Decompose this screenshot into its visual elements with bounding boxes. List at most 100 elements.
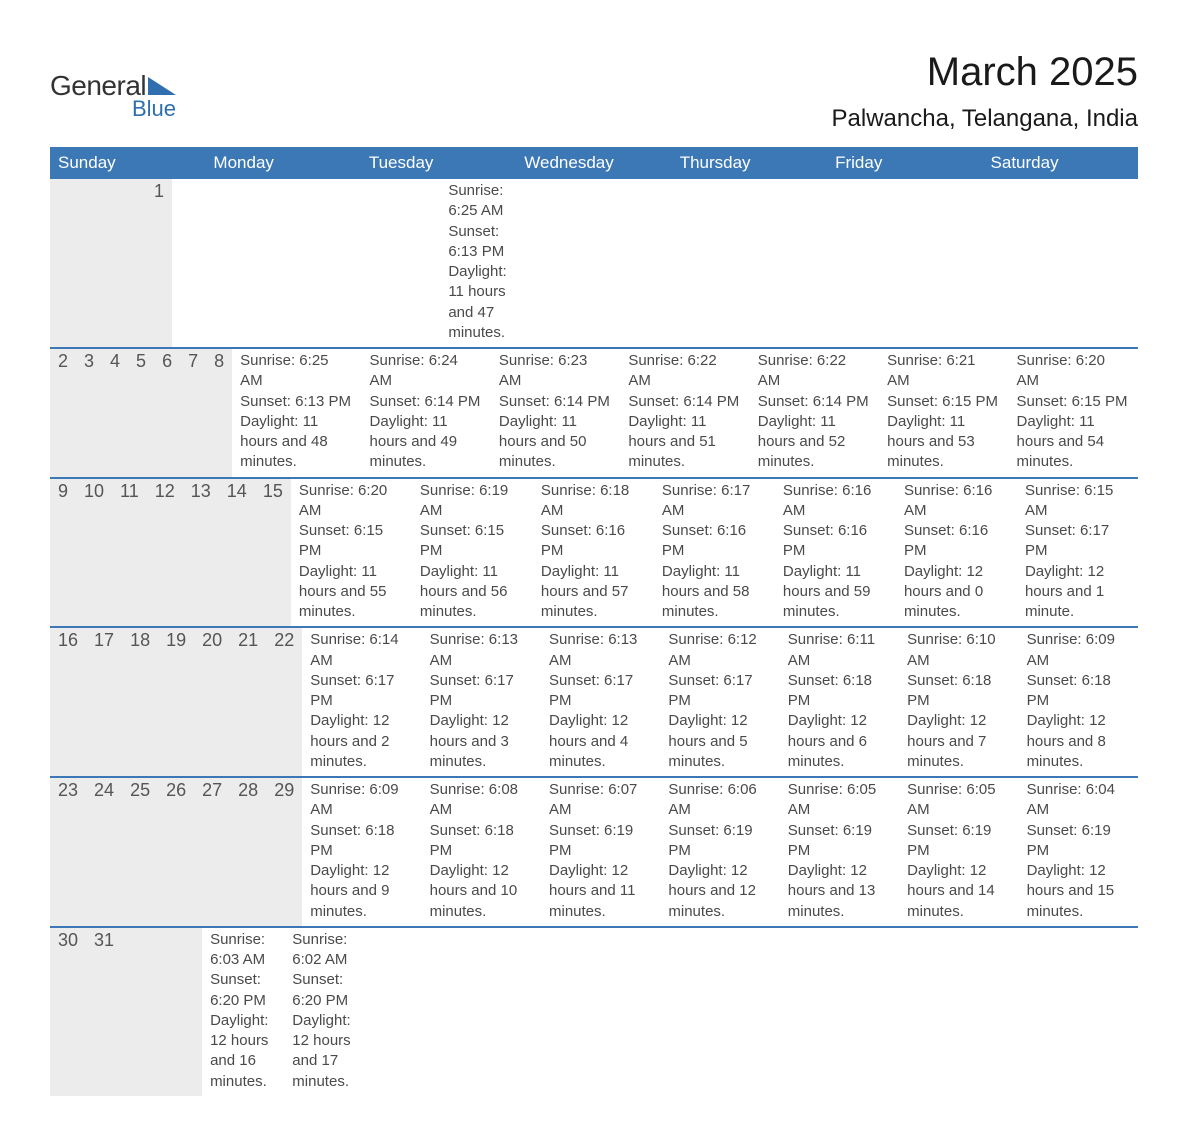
- day-number: 19: [158, 628, 194, 776]
- daylight-text: Daylight: 12 hours and 7 minutes.: [907, 711, 1010, 772]
- sunrise-text: Sunrise: 6:05 AM: [907, 780, 1010, 821]
- header: General Blue March 2025 Palwancha, Telan…: [50, 50, 1138, 133]
- logo-triangle-icon: [148, 75, 176, 95]
- daylight-text: Daylight: 11 hours and 52 minutes.: [758, 412, 871, 473]
- day-number: [154, 928, 170, 1096]
- month-title: March 2025: [832, 50, 1138, 95]
- daylight-text: Daylight: 11 hours and 58 minutes.: [662, 562, 767, 623]
- week-row: 2345678Sunrise: 6:25 AMSunset: 6:13 PMDa…: [50, 347, 1138, 477]
- sunset-text: Sunset: 6:16 PM: [541, 521, 646, 562]
- day-details: Sunrise: 6:05 AMSunset: 6:19 PMDaylight:…: [899, 778, 1018, 926]
- day-details: Sunrise: 6:19 AMSunset: 6:15 PMDaylight:…: [412, 479, 533, 627]
- day-details: Sunrise: 6:03 AMSunset: 6:20 PMDaylight:…: [202, 928, 284, 1096]
- sunset-text: Sunset: 6:17 PM: [549, 671, 652, 712]
- daylight-text: Daylight: 11 hours and 53 minutes.: [887, 412, 1000, 473]
- day-details: [396, 179, 441, 347]
- sunrise-text: Sunrise: 6:17 AM: [662, 481, 767, 522]
- day-number-row: 23242526272829: [50, 778, 302, 926]
- sunrise-text: Sunrise: 6:25 AM: [448, 181, 506, 222]
- sunset-text: Sunset: 6:18 PM: [907, 671, 1010, 712]
- sunset-text: Sunset: 6:14 PM: [370, 392, 483, 412]
- day-details: Sunrise: 6:16 AMSunset: 6:16 PMDaylight:…: [775, 479, 896, 627]
- sunrise-text: Sunrise: 6:18 AM: [541, 481, 646, 522]
- daylight-text: Daylight: 12 hours and 6 minutes.: [788, 711, 891, 772]
- day-details: Sunrise: 6:09 AMSunset: 6:18 PMDaylight:…: [302, 778, 421, 926]
- sunrise-text: Sunrise: 6:13 AM: [549, 630, 652, 671]
- day-details: Sunrise: 6:20 AMSunset: 6:15 PMDaylight:…: [1009, 349, 1138, 477]
- day-details: [695, 928, 777, 1096]
- sunset-text: Sunset: 6:17 PM: [430, 671, 533, 712]
- day-number: 10: [76, 479, 112, 627]
- logo: General Blue: [50, 70, 176, 122]
- day-details: Sunrise: 6:13 AMSunset: 6:17 PMDaylight:…: [541, 628, 660, 776]
- day-number: 9: [50, 479, 76, 627]
- sunset-text: Sunset: 6:16 PM: [783, 521, 888, 562]
- day-details: Sunrise: 6:25 AMSunset: 6:13 PMDaylight:…: [440, 179, 514, 347]
- day-details: Sunrise: 6:17 AMSunset: 6:16 PMDaylight:…: [654, 479, 775, 627]
- day-details: Sunrise: 6:10 AMSunset: 6:18 PMDaylight:…: [899, 628, 1018, 776]
- daylight-text: Daylight: 11 hours and 54 minutes.: [1017, 412, 1130, 473]
- sunset-text: Sunset: 6:20 PM: [210, 970, 276, 1011]
- sunrise-text: Sunrise: 6:25 AM: [240, 351, 353, 392]
- day-details: Sunrise: 6:06 AMSunset: 6:19 PMDaylight:…: [660, 778, 779, 926]
- day-number: [50, 179, 66, 347]
- day-number: 24: [86, 778, 122, 926]
- day-header-sat: Saturday: [983, 147, 1138, 179]
- day-number: 4: [102, 349, 128, 477]
- day-details: [531, 928, 613, 1096]
- details-row: Sunrise: 6:25 AMSunset: 6:13 PMDaylight:…: [172, 179, 515, 347]
- sunrise-text: Sunrise: 6:23 AM: [499, 351, 612, 392]
- details-row: Sunrise: 6:03 AMSunset: 6:20 PMDaylight:…: [202, 928, 778, 1096]
- day-details: Sunrise: 6:13 AMSunset: 6:17 PMDaylight:…: [422, 628, 541, 776]
- day-details: [306, 179, 351, 347]
- week-row: 16171819202122Sunrise: 6:14 AMSunset: 6:…: [50, 626, 1138, 776]
- day-header-wed: Wednesday: [516, 147, 671, 179]
- day-details: [172, 179, 217, 347]
- sunrise-text: Sunrise: 6:16 AM: [904, 481, 1009, 522]
- sunset-text: Sunset: 6:16 PM: [662, 521, 767, 562]
- day-details: Sunrise: 6:21 AMSunset: 6:15 PMDaylight:…: [879, 349, 1008, 477]
- day-details: Sunrise: 6:22 AMSunset: 6:14 PMDaylight:…: [750, 349, 879, 477]
- day-header-fri: Friday: [827, 147, 982, 179]
- daylight-text: Daylight: 12 hours and 15 minutes.: [1027, 861, 1130, 922]
- sunset-text: Sunset: 6:13 PM: [448, 222, 506, 263]
- day-number-row: 1: [50, 179, 172, 347]
- week-row: 9101112131415Sunrise: 6:20 AMSunset: 6:1…: [50, 477, 1138, 627]
- sunrise-text: Sunrise: 6:24 AM: [370, 351, 483, 392]
- day-number: 3: [76, 349, 102, 477]
- daylight-text: Daylight: 12 hours and 8 minutes.: [1027, 711, 1130, 772]
- day-number-row: 16171819202122: [50, 628, 302, 776]
- day-number: 22: [266, 628, 302, 776]
- day-number: [170, 928, 186, 1096]
- title-block: March 2025 Palwancha, Telangana, India: [832, 50, 1138, 133]
- daylight-text: Daylight: 11 hours and 56 minutes.: [420, 562, 525, 623]
- week-row: 3031Sunrise: 6:03 AMSunset: 6:20 PMDayli…: [50, 926, 1138, 1096]
- daylight-text: Daylight: 11 hours and 48 minutes.: [240, 412, 353, 473]
- day-number: 15: [255, 479, 291, 627]
- day-number: 20: [194, 628, 230, 776]
- details-row: Sunrise: 6:20 AMSunset: 6:15 PMDaylight:…: [291, 479, 1138, 627]
- day-headers-row: Sunday Monday Tuesday Wednesday Thursday…: [50, 147, 1138, 179]
- calendar: Sunday Monday Tuesday Wednesday Thursday…: [50, 147, 1138, 1096]
- daylight-text: Daylight: 11 hours and 47 minutes.: [448, 262, 506, 343]
- day-number: 17: [86, 628, 122, 776]
- day-number: [66, 179, 82, 347]
- logo-blue-text: Blue: [132, 96, 176, 122]
- daylight-text: Daylight: 12 hours and 11 minutes.: [549, 861, 652, 922]
- sunrise-text: Sunrise: 6:03 AM: [210, 930, 276, 971]
- sunset-text: Sunset: 6:15 PM: [420, 521, 525, 562]
- sunset-text: Sunset: 6:18 PM: [1027, 671, 1130, 712]
- sunset-text: Sunset: 6:17 PM: [1025, 521, 1130, 562]
- day-number: 26: [158, 778, 194, 926]
- sunrise-text: Sunrise: 6:13 AM: [430, 630, 533, 671]
- day-number: [114, 179, 130, 347]
- day-details: Sunrise: 6:24 AMSunset: 6:14 PMDaylight:…: [362, 349, 491, 477]
- week-row: 23242526272829Sunrise: 6:09 AMSunset: 6:…: [50, 776, 1138, 926]
- location: Palwancha, Telangana, India: [832, 105, 1138, 133]
- day-number-row: 3031: [50, 928, 202, 1096]
- day-number: 16: [50, 628, 86, 776]
- sunset-text: Sunset: 6:18 PM: [310, 821, 413, 862]
- day-header-tue: Tuesday: [361, 147, 516, 179]
- day-details: Sunrise: 6:07 AMSunset: 6:19 PMDaylight:…: [541, 778, 660, 926]
- day-number: 28: [230, 778, 266, 926]
